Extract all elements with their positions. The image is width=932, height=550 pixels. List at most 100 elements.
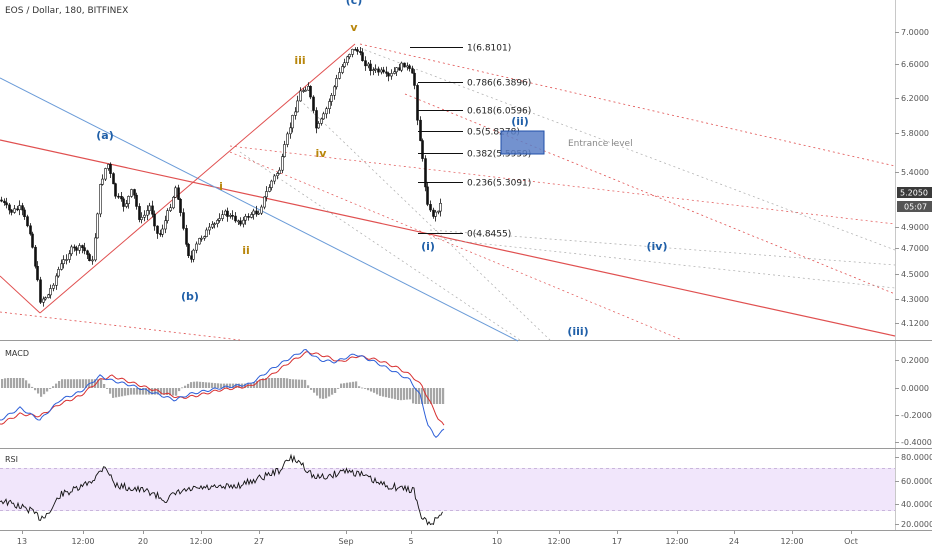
rsi-tick-label: 40.0000 (901, 500, 932, 509)
macd-histogram-bar (121, 388, 124, 397)
macd-histogram-bar (67, 379, 70, 388)
wave-label-blue: (c) (346, 0, 363, 7)
time-tick-label: 12:00 (665, 537, 688, 546)
macd-histogram-bar (139, 388, 142, 395)
candle-body (135, 194, 138, 207)
candle-body (153, 213, 156, 227)
macd-histogram-bar (298, 379, 301, 388)
wave-label-orange: iii (294, 54, 305, 67)
candle-body (122, 198, 125, 207)
macd-histogram-bar (16, 378, 19, 388)
macd-histogram-bar (376, 388, 379, 395)
wave-label-orange: v (350, 21, 358, 34)
candle-body (161, 228, 164, 235)
time-tick-label: 10 (492, 537, 502, 546)
candle-body (151, 205, 154, 215)
candle-body (107, 164, 110, 169)
time-tick-label: 12:00 (780, 537, 803, 546)
macd-histogram-bar (313, 388, 316, 393)
rsi-tick-label: 60.0000 (901, 477, 932, 486)
candle-body (104, 168, 107, 180)
macd-histogram-bar (244, 383, 247, 388)
macd-histogram-bar (196, 381, 199, 388)
macd-histogram-bar (361, 387, 364, 389)
macd-histogram-bar (394, 388, 397, 400)
candle-body (0, 199, 3, 202)
macd-histogram-bar (112, 388, 115, 398)
candle-body (182, 212, 185, 229)
red-trendline (0, 139, 896, 337)
candle-body (278, 169, 281, 174)
time-tick-label: 12:00 (189, 537, 212, 546)
candle-body (291, 115, 294, 129)
wave-connector (0, 275, 41, 314)
macd-histogram-bar (13, 378, 16, 388)
macd-histogram-bar (49, 388, 52, 389)
candle-body (255, 210, 258, 215)
candle-body (164, 220, 167, 230)
macd-histogram-bar (292, 379, 295, 388)
macd-histogram-bar (202, 382, 205, 388)
candle-body (299, 90, 302, 102)
candle-body (390, 73, 393, 77)
candle-body (224, 210, 227, 216)
candle-body (312, 96, 315, 111)
macd-histogram-bar (304, 379, 307, 388)
macd-histogram-bar (388, 388, 391, 398)
macd-histogram-bar (52, 386, 55, 388)
candle-body (73, 246, 76, 249)
macd-histogram-bar (43, 388, 46, 395)
candle-body (169, 207, 172, 211)
time-tick-label: 12:00 (547, 537, 570, 546)
macd-histogram-bar (214, 383, 217, 388)
wave-label-orange: i (219, 180, 223, 193)
wave-label-blue: (iv) (647, 240, 668, 253)
red-dotted-line (0, 311, 241, 341)
candle-body (10, 209, 13, 213)
macd-histogram-bar (424, 388, 427, 404)
macd-histogram-bar (442, 388, 445, 404)
time-tick-label: 24 (729, 537, 739, 546)
rsi-band (0, 468, 895, 511)
candle-body (5, 202, 8, 206)
rsi-tick-label: 20.0000 (901, 520, 932, 529)
candle-body (91, 259, 94, 262)
macd-histogram-bar (307, 385, 310, 388)
macd-histogram-bar (364, 388, 367, 389)
time-tick-label: 12:00 (71, 537, 94, 546)
macd-histogram-bar (226, 383, 229, 388)
candle-body (78, 245, 81, 251)
macd-histogram-bar (163, 388, 166, 395)
candle-body (47, 294, 50, 298)
macd-histogram-bar (268, 378, 271, 388)
candle-body (320, 118, 323, 124)
macd-histogram-bar (199, 381, 202, 388)
macd-histogram-bar (133, 388, 136, 395)
macd-histogram-bar (229, 383, 232, 388)
macd-histogram-bar (1, 379, 4, 388)
macd-histogram-bar (58, 381, 61, 388)
macd-histogram-bar (331, 388, 334, 395)
macd-histogram-bar (280, 378, 283, 388)
macd-histogram-bar (301, 379, 304, 388)
macd-histogram-bar (235, 383, 238, 388)
candle-body (156, 225, 159, 234)
candle-body (283, 144, 286, 157)
macd-histogram-bar (421, 388, 424, 404)
candle-body (439, 203, 442, 212)
candle-body (187, 244, 190, 257)
macd-histogram-bar (4, 378, 7, 388)
candle-body (408, 65, 411, 69)
fib-level-label: 0.236(5.3091) (467, 179, 531, 189)
macd-histogram-bar (343, 383, 346, 388)
candle-body (338, 72, 341, 79)
candle-body (276, 173, 279, 177)
macd-histogram-bar (310, 388, 313, 390)
wave-connector (39, 43, 356, 314)
candle-body (190, 255, 193, 260)
candle-body (83, 247, 86, 252)
candle-body (393, 71, 396, 74)
price-tick-label: 5.4000 (901, 168, 929, 177)
candle-body (86, 250, 89, 255)
macd-histogram-bar (10, 378, 13, 388)
